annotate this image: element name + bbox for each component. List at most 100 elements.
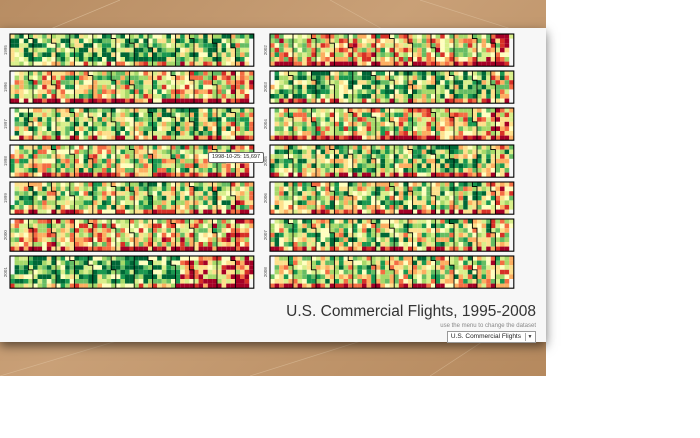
day-cell[interactable]	[125, 191, 130, 196]
day-cell[interactable]	[325, 242, 330, 247]
day-cell[interactable]	[426, 163, 431, 168]
day-cell[interactable]	[435, 145, 441, 150]
day-cell[interactable]	[385, 80, 390, 85]
day-cell[interactable]	[60, 154, 66, 159]
day-cell[interactable]	[311, 43, 316, 48]
day-cell[interactable]	[403, 34, 408, 39]
day-cell[interactable]	[440, 242, 445, 247]
day-cell[interactable]	[421, 71, 427, 76]
day-cell[interactable]	[316, 98, 321, 104]
day-cell[interactable]	[293, 232, 298, 238]
day-cell[interactable]	[115, 154, 121, 159]
day-cell[interactable]	[385, 154, 390, 159]
day-cell[interactable]	[417, 135, 422, 141]
day-cell[interactable]	[334, 47, 339, 53]
day-cell[interactable]	[134, 219, 139, 224]
day-cell[interactable]	[490, 47, 496, 53]
day-cell[interactable]	[180, 145, 185, 150]
day-cell[interactable]	[161, 43, 167, 48]
day-cell[interactable]	[244, 265, 250, 270]
day-cell[interactable]	[431, 223, 436, 229]
day-cell[interactable]	[490, 117, 496, 122]
day-cell[interactable]	[449, 172, 454, 178]
day-cell[interactable]	[334, 237, 339, 242]
day-cell[interactable]	[435, 94, 441, 99]
day-cell[interactable]	[486, 117, 491, 122]
day-cell[interactable]	[207, 117, 213, 122]
day-cell[interactable]	[189, 43, 194, 48]
day-cell[interactable]	[375, 186, 381, 192]
day-cell[interactable]	[56, 34, 61, 39]
day-cell[interactable]	[352, 186, 358, 192]
day-cell[interactable]	[92, 223, 98, 229]
day-cell[interactable]	[375, 145, 381, 150]
day-cell[interactable]	[509, 108, 514, 113]
day-cell[interactable]	[235, 163, 240, 168]
day-cell[interactable]	[380, 158, 385, 164]
day-cell[interactable]	[60, 256, 66, 261]
day-cell[interactable]	[37, 117, 43, 122]
day-cell[interactable]	[120, 80, 125, 85]
day-cell[interactable]	[184, 172, 190, 178]
day-cell[interactable]	[88, 38, 93, 44]
day-cell[interactable]	[509, 191, 514, 196]
day-cell[interactable]	[339, 219, 344, 224]
day-cell[interactable]	[33, 158, 38, 164]
day-cell[interactable]	[19, 219, 24, 224]
day-cell[interactable]	[56, 265, 61, 270]
day-cell[interactable]	[302, 260, 307, 266]
day-cell[interactable]	[33, 117, 38, 122]
day-cell[interactable]	[60, 117, 66, 122]
day-cell[interactable]	[279, 135, 284, 141]
day-cell[interactable]	[495, 131, 500, 136]
day-cell[interactable]	[106, 163, 112, 168]
day-cell[interactable]	[311, 112, 316, 118]
day-cell[interactable]	[203, 121, 208, 127]
day-cell[interactable]	[28, 94, 33, 99]
day-cell[interactable]	[352, 75, 358, 81]
day-cell[interactable]	[385, 168, 390, 173]
day-cell[interactable]	[288, 75, 293, 81]
day-cell[interactable]	[352, 112, 358, 118]
day-cell[interactable]	[152, 274, 158, 279]
day-cell[interactable]	[180, 283, 185, 289]
day-cell[interactable]	[463, 84, 468, 90]
day-cell[interactable]	[106, 135, 112, 141]
day-cell[interactable]	[102, 168, 107, 173]
day-cell[interactable]	[10, 47, 15, 53]
day-cell[interactable]	[431, 163, 436, 168]
day-cell[interactable]	[60, 131, 66, 136]
day-cell[interactable]	[389, 52, 395, 57]
day-cell[interactable]	[157, 145, 162, 150]
day-cell[interactable]	[111, 205, 116, 210]
day-cell[interactable]	[217, 38, 222, 44]
day-cell[interactable]	[283, 43, 289, 48]
day-cell[interactable]	[97, 94, 102, 99]
day-cell[interactable]	[125, 61, 130, 67]
day-cell[interactable]	[500, 98, 505, 104]
day-cell[interactable]	[500, 237, 505, 242]
day-cell[interactable]	[161, 209, 167, 215]
day-cell[interactable]	[270, 237, 275, 242]
day-cell[interactable]	[421, 121, 427, 127]
day-cell[interactable]	[102, 71, 107, 76]
day-cell[interactable]	[385, 145, 390, 150]
day-cell[interactable]	[46, 98, 52, 104]
day-cell[interactable]	[279, 182, 284, 187]
day-cell[interactable]	[495, 172, 500, 178]
day-cell[interactable]	[230, 228, 236, 233]
day-cell[interactable]	[244, 57, 250, 62]
day-cell[interactable]	[288, 131, 293, 136]
day-cell[interactable]	[293, 61, 298, 67]
day-cell[interactable]	[28, 89, 33, 94]
day-cell[interactable]	[180, 112, 185, 118]
day-cell[interactable]	[339, 131, 344, 136]
day-cell[interactable]	[421, 57, 427, 62]
day-cell[interactable]	[56, 256, 61, 261]
day-cell[interactable]	[504, 117, 510, 122]
day-cell[interactable]	[504, 195, 510, 201]
day-cell[interactable]	[302, 279, 307, 284]
day-cell[interactable]	[207, 186, 213, 192]
day-cell[interactable]	[92, 47, 98, 53]
day-cell[interactable]	[184, 265, 190, 270]
